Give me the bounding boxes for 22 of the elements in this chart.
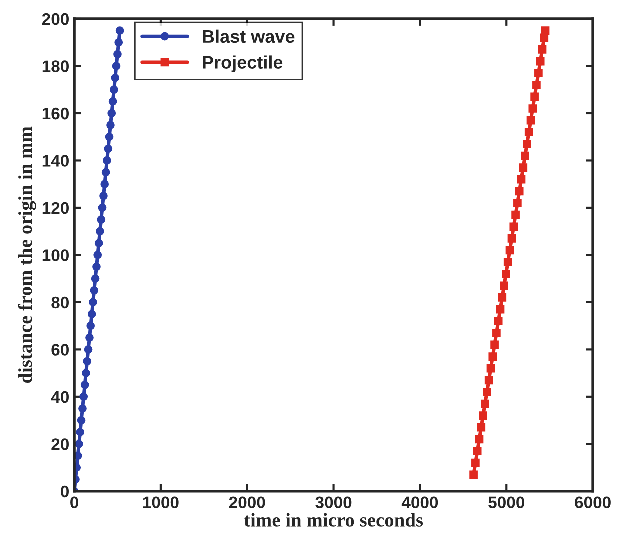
x-tick-label: 1000 [143,496,179,509]
y-tick-label: 140 [42,155,69,167]
y-tick-label: 80 [52,296,69,309]
x-axis-title: time in micro seconds [244,513,424,527]
x-tick-label: 2000 [229,496,266,509]
y-tick-label: 40 [51,391,69,404]
y-axis-title: distance from the origin in mm [18,126,36,384]
x-tick-label: 4000 [402,496,438,509]
legend-label: Blast wave [203,30,295,44]
y-tick-label: 20 [52,438,69,450]
y-tick-label: 200 [42,13,69,26]
legend-label: Projectile [203,56,283,73]
y-tick-label: 0 [61,486,69,498]
y-tick-label: 100 [42,250,69,262]
x-tick-label: 0 [70,496,78,509]
y-tick-label: 120 [42,202,69,214]
y-tick-label: 60 [52,344,69,356]
x-tick-label: 3000 [316,496,352,509]
x-tick-label: 5000 [488,496,524,509]
x-tick-label: 6000 [575,496,611,509]
y-tick-label: 160 [42,108,69,120]
y-tick-label: 180 [42,60,69,72]
